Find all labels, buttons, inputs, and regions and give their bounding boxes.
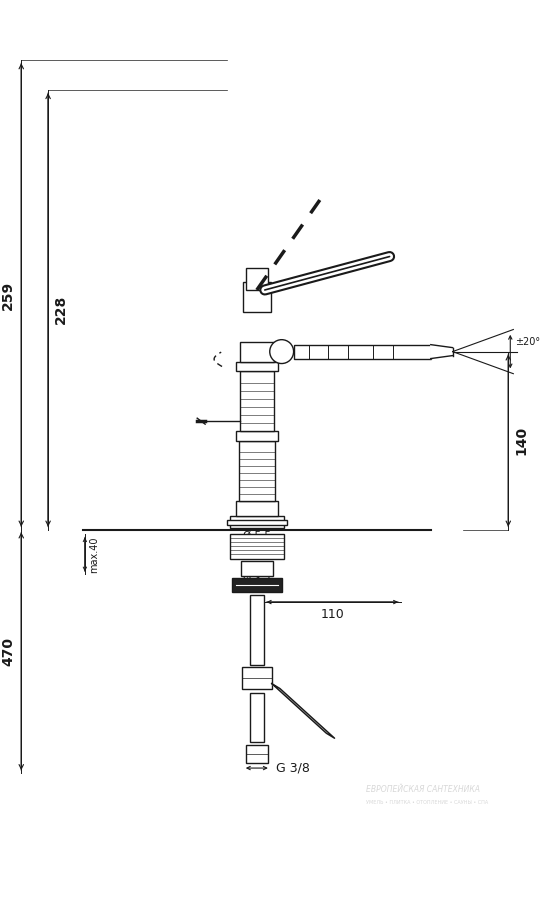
Text: 470: 470	[1, 637, 16, 666]
Bar	[250, 692, 264, 742]
Bar	[294, 345, 431, 358]
Text: ЕВРОПЕЙСКАЯ САНТЕХНИКА: ЕВРОПЕЙСКАЯ САНТЕХНИКА	[366, 786, 480, 795]
Text: Ø 3 2: Ø 3 2	[243, 574, 271, 584]
Bar	[242, 667, 272, 688]
Text: G 3/8: G 3/8	[276, 761, 310, 775]
Bar	[246, 268, 268, 290]
Text: 259: 259	[1, 281, 16, 310]
Bar	[227, 519, 287, 525]
Text: max.40: max.40	[89, 536, 99, 572]
Bar	[250, 595, 264, 665]
Text: 110: 110	[320, 608, 344, 621]
Text: 140: 140	[514, 426, 528, 455]
Text: ±20°: ±20°	[515, 337, 540, 347]
Bar	[240, 372, 274, 431]
Bar	[239, 441, 275, 500]
Text: 228: 228	[54, 295, 68, 325]
Bar	[236, 362, 277, 372]
Bar	[232, 578, 282, 592]
Bar	[241, 562, 273, 576]
Bar	[243, 282, 271, 311]
Bar	[240, 342, 274, 362]
Bar	[230, 535, 284, 559]
Bar	[246, 745, 268, 763]
Polygon shape	[431, 345, 453, 358]
Bar	[236, 431, 277, 441]
Text: Ø 5 5: Ø 5 5	[243, 530, 271, 540]
Circle shape	[270, 339, 294, 364]
Polygon shape	[272, 684, 335, 738]
Bar	[236, 500, 277, 516]
Text: УМЕЛЬ • ПЛИТКА • ОТОПЛЕНИЕ • САУНЫ • СПА: УМЕЛЬ • ПЛИТКА • ОТОПЛЕНИЕ • САУНЫ • СПА	[366, 800, 488, 806]
Bar	[230, 516, 284, 527]
